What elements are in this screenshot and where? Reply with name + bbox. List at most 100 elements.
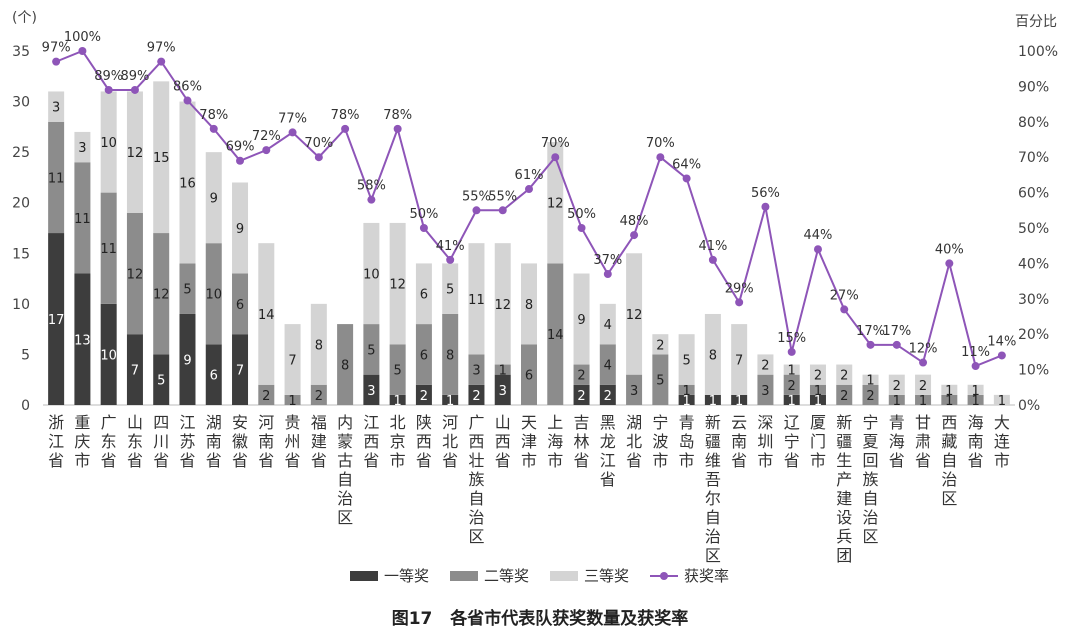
- bar-value-label: 2: [788, 379, 796, 394]
- rate-point: [104, 85, 113, 94]
- x-tick-label-char: 夏: [863, 432, 879, 451]
- x-tick-label-char: 治: [468, 508, 484, 527]
- bar-segment: [205, 152, 222, 244]
- rate-value-label: 12%: [909, 342, 938, 357]
- x-tick-label-char: 吉: [574, 413, 590, 432]
- rate-value-label: 50%: [409, 207, 438, 222]
- rate-value-label: 58%: [357, 179, 386, 194]
- x-tick-label-char: 岛: [679, 432, 695, 451]
- bar-value-label: 1: [998, 394, 1006, 409]
- x-tick-label-char: 深: [757, 413, 773, 432]
- x-tick-label-char: 连: [994, 432, 1010, 451]
- rate-point: [52, 57, 61, 66]
- x-tick-label-char: 海: [889, 432, 905, 451]
- bar-segment: [626, 253, 643, 375]
- y-tick-label: 35: [12, 44, 30, 60]
- bar-segment: [100, 303, 117, 405]
- rate-point: [472, 206, 481, 215]
- x-tick-label-char: 市: [810, 451, 826, 470]
- bar-value-label: 1: [788, 364, 796, 379]
- rate-value-label: 40%: [935, 242, 964, 257]
- x-tick-label-char: 省: [784, 451, 800, 470]
- bar-segment: [48, 121, 65, 234]
- rate-value-label: 61%: [515, 168, 544, 183]
- y2-tick-label: 100%: [1018, 44, 1058, 60]
- bar-value-label: 5: [367, 343, 375, 358]
- x-tick-label-char: 兵: [836, 527, 852, 546]
- bar-segment: [415, 324, 432, 385]
- x-tick-label-char: 南: [206, 432, 222, 451]
- bar-value-label: 12: [547, 197, 564, 212]
- rate-point: [551, 153, 560, 162]
- x-tick-label-char: 区: [337, 508, 353, 527]
- bar-segment: [153, 233, 170, 355]
- x-tick-label-char: 四: [153, 413, 169, 432]
- bar-segment: [704, 313, 721, 395]
- bar-segment: [836, 364, 853, 385]
- rate-point: [866, 340, 875, 349]
- bar-value-label: 2: [577, 369, 585, 384]
- legend-swatch: [450, 571, 478, 581]
- bar-segment: [153, 354, 170, 405]
- x-tick-label-char: 新: [836, 413, 852, 432]
- x-tick-label-char: 山: [127, 413, 143, 432]
- x-tick-label-char: 省: [731, 451, 747, 470]
- x-tick-label-char: 省: [889, 451, 905, 470]
- x-tick-label-char: 省: [968, 451, 984, 470]
- x-tick-label-char: 区: [468, 527, 484, 546]
- bar-value-label: 10: [363, 268, 380, 283]
- x-tick-label-char: 建: [836, 489, 852, 508]
- figure-title: 各省市代表队获奖数量及获奖率: [450, 609, 689, 629]
- x-tick-label-char: 上: [547, 413, 563, 432]
- rate-point: [656, 153, 665, 162]
- bar-segment: [573, 364, 590, 385]
- rate-value-label: 78%: [331, 108, 360, 123]
- x-tick-label-char: 治: [705, 527, 721, 546]
- bar-value-label: 10: [205, 288, 222, 303]
- y2-tick-label: 80%: [1018, 115, 1049, 131]
- rate-point: [682, 174, 691, 183]
- y-axis-right-label: 百分比: [1015, 14, 1057, 30]
- bar-value-label: 12: [127, 146, 144, 161]
- x-tick-label-char: 陕: [416, 413, 432, 432]
- rate-point: [367, 195, 376, 204]
- x-tick-label-char: 青: [679, 413, 695, 432]
- x-tick-label-char: 省: [232, 451, 248, 470]
- bar-value-label: 1: [394, 394, 402, 409]
- bar-segment: [337, 324, 354, 405]
- bar-segment: [967, 394, 984, 405]
- x-tick-label-char: 宁: [863, 413, 879, 432]
- y2-tick-label: 90%: [1018, 79, 1049, 95]
- y-tick-label: 15: [12, 246, 30, 262]
- x-tick-label-char: 州: [285, 432, 301, 451]
- x-tick-label-char: 黑: [600, 413, 616, 432]
- bar-segment: [284, 324, 301, 395]
- y-tick-label: 30: [12, 95, 30, 111]
- y-axis-left-label: (个): [12, 10, 37, 26]
- figure-number: 图17: [391, 609, 433, 629]
- bar-value-label: 8: [709, 348, 717, 363]
- rate-value-label: 86%: [173, 80, 202, 95]
- rate-point: [393, 124, 402, 133]
- bar-segment: [205, 344, 222, 405]
- x-tick-label-char: 青: [889, 413, 905, 432]
- bar-segment: [389, 222, 406, 345]
- bar-value-label: 3: [78, 141, 86, 156]
- rate-point: [919, 358, 928, 367]
- bar-segment: [389, 394, 406, 405]
- x-tick-label-char: 南: [968, 432, 984, 451]
- bar-value-label: 7: [131, 364, 139, 379]
- bar-value-label: 1: [735, 394, 743, 409]
- rate-point: [603, 270, 612, 279]
- rate-value-label: 89%: [94, 69, 123, 84]
- x-tick-label-char: 圳: [757, 432, 773, 451]
- bar-value-label: 1: [814, 384, 822, 399]
- bar-segment: [100, 192, 117, 304]
- y2-tick-label: 60%: [1018, 186, 1049, 202]
- legend-swatch: [350, 571, 378, 581]
- bar-value-label: 9: [236, 222, 244, 237]
- bar-value-label: 6: [210, 369, 218, 384]
- bar-segment: [652, 354, 669, 405]
- bar-value-label: 7: [735, 353, 743, 368]
